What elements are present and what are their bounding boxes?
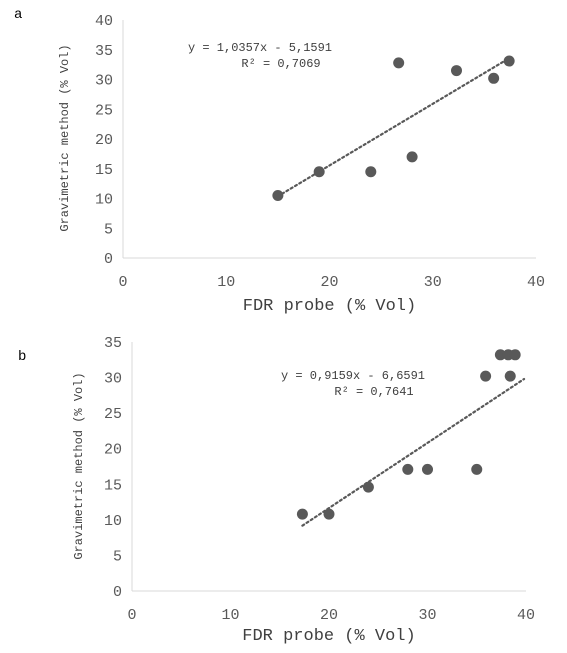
data-point (362, 481, 374, 493)
x-tick-label: 40 (527, 274, 545, 291)
data-point (296, 508, 308, 520)
y-tick-label: 5 (104, 221, 113, 238)
y-axis-title: Gravimetric method (% Vol) (58, 44, 72, 231)
y-tick-label: 30 (95, 73, 113, 90)
data-point (393, 57, 405, 69)
trendline (301, 377, 526, 527)
data-point (323, 508, 335, 520)
x-tick-label: 30 (418, 607, 436, 624)
y-tick-label: 30 (104, 371, 122, 388)
data-point (402, 463, 414, 475)
trendline-equation: y = 1,0357x - 5,1591 (188, 41, 332, 55)
y-tick-label: 35 (95, 43, 113, 60)
r-squared-label: R² = 0,7641 (334, 385, 413, 399)
y-tick-label: 15 (95, 162, 113, 179)
data-point (494, 349, 506, 361)
x-tick-label: 10 (221, 607, 239, 624)
data-point (365, 166, 377, 178)
data-point (313, 166, 325, 178)
x-tick-label: 20 (320, 607, 338, 624)
x-tick-label: 10 (217, 274, 235, 291)
y-tick-label: 35 (104, 335, 122, 352)
y-tick-label: 20 (104, 442, 122, 459)
data-point (488, 72, 500, 84)
data-point (406, 151, 418, 163)
scatter-panel-a: a 0 5 10 15 20 25 30 35 40 0 10 20 30 40 FDR probe (% V… (14, 7, 545, 316)
r-squared-label: R² = 0,7069 (241, 57, 320, 71)
y-tick-label: 25 (95, 102, 113, 119)
y-tick-label: 20 (95, 132, 113, 149)
y-axis-title: Gravimetric method (% Vol) (72, 372, 86, 559)
x-tick-label: 0 (118, 274, 127, 291)
y-tick-label: 0 (113, 584, 122, 601)
data-point (503, 55, 515, 67)
x-axis-title: FDR probe (% Vol) (243, 297, 416, 316)
y-tick-label: 10 (104, 513, 122, 530)
y-tick-label: 10 (95, 192, 113, 209)
x-tick-label: 30 (424, 274, 442, 291)
y-tick-label: 15 (104, 477, 122, 494)
x-tick-label: 0 (127, 607, 136, 624)
x-tick-label: 20 (320, 274, 338, 291)
panel-label: a (14, 7, 22, 23)
trendline (276, 57, 511, 198)
data-point (480, 370, 492, 382)
data-point (471, 463, 483, 475)
panel-label: b (18, 349, 26, 365)
y-tick-label: 25 (104, 406, 122, 423)
data-point (422, 463, 433, 475)
data-point (504, 370, 516, 382)
y-tick-label: 0 (104, 251, 113, 268)
scatter-panel-b: b 0 5 10 15 20 25 30 35 0 10 20 30 40 FDR probe (% Vol… (18, 335, 535, 646)
data-point (272, 190, 284, 202)
data-point (450, 65, 462, 77)
x-axis-title: FDR probe (% Vol) (242, 627, 415, 646)
y-tick-label: 40 (95, 13, 113, 30)
x-tick-label: 40 (517, 607, 535, 624)
data-point (509, 349, 521, 361)
y-tick-label: 5 (113, 548, 122, 565)
trendline-equation: y = 0,9159x - 6,6591 (281, 369, 425, 383)
